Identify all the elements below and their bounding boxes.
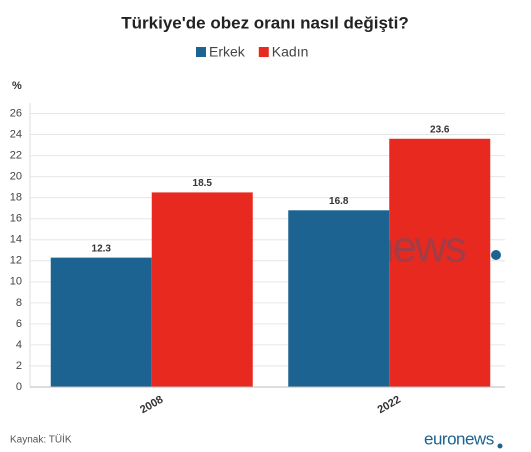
bar [288,210,390,387]
value-label: 18.5 [193,178,213,189]
source: Kaynak: TÜİK [10,433,72,446]
value-label: 12.3 [92,243,112,254]
y-tick-label: 8 [16,297,22,309]
y-tick-label: 0 [16,381,22,393]
x-tick-label: 2008 [138,394,165,417]
y-tick-label: 24 [10,128,22,140]
watermark: euronews [290,223,466,272]
y-tick-label: 26 [10,107,22,119]
legend-swatch [258,47,269,57]
y-tick-label: 18 [10,192,22,204]
logo-dot [497,443,503,449]
bar [50,257,152,387]
y-tick-label: 16 [10,213,22,225]
y-axis-label: % [12,80,22,92]
y-tick-label: 2 [16,360,22,372]
y-tick-label: 10 [10,276,22,288]
value-label: 23.6 [430,124,450,135]
y-tick-label: 20 [10,171,22,183]
y-tick-label: 14 [10,234,22,246]
bar [389,138,491,387]
y-tick-label: 22 [10,149,22,161]
y-tick-label: 4 [16,339,22,351]
value-label: 16.8 [329,196,349,207]
x-tick-label: 2022 [376,394,403,417]
chart-title: Türkiye'de obez oranı nasıl değişti? [121,13,408,32]
watermark-dot [491,250,501,260]
y-tick-label: 6 [16,318,22,330]
legend-label: Kadın [272,44,309,60]
legend-label: Erkek [209,44,246,60]
logo: euronews [424,429,494,448]
y-tick-label: 12 [10,255,22,267]
legend-swatch [196,47,206,57]
bar [151,192,253,387]
